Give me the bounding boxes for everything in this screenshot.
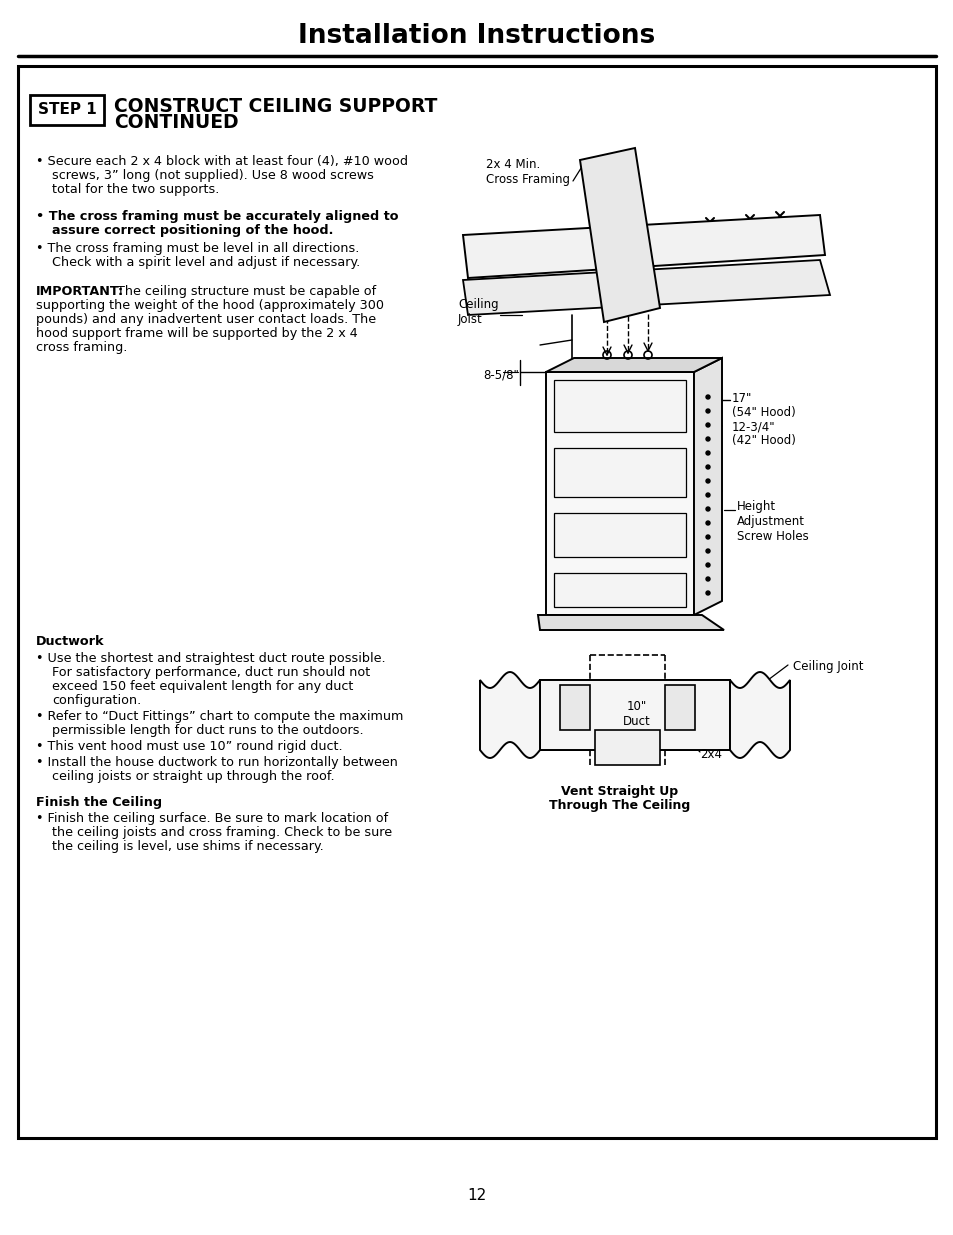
Text: hood support frame will be supported by the 2 x 4: hood support frame will be supported by …	[36, 327, 357, 340]
Text: 12-3/4": 12-3/4"	[731, 420, 775, 433]
Text: Height
Adjustment
Screw Holes: Height Adjustment Screw Holes	[737, 500, 808, 543]
Circle shape	[705, 395, 709, 399]
Text: Through The Ceiling: Through The Ceiling	[549, 799, 690, 811]
Circle shape	[705, 577, 709, 580]
Text: • The cross framing must be accurately aligned to: • The cross framing must be accurately a…	[36, 210, 398, 224]
Bar	[664, 685, 695, 730]
Text: • Install the house ductwork to run horizontally between: • Install the house ductwork to run hori…	[36, 756, 397, 769]
Text: 2x 4 Min.
Cross Framing: 2x 4 Min. Cross Framing	[485, 158, 569, 186]
Text: 8-5/8": 8-5/8"	[482, 368, 518, 382]
Text: • Use the shortest and straightest duct route possible.: • Use the shortest and straightest duct …	[36, 652, 385, 664]
Circle shape	[705, 493, 709, 496]
Text: Vent Straight Up: Vent Straight Up	[561, 785, 678, 798]
Text: • Refer to “Duct Fittings” chart to compute the maximum: • Refer to “Duct Fittings” chart to comp…	[36, 710, 403, 722]
Circle shape	[705, 424, 709, 427]
Text: screws, 3” long (not supplied). Use 8 wood screws: screws, 3” long (not supplied). Use 8 wo…	[52, 169, 374, 182]
Circle shape	[705, 409, 709, 412]
Circle shape	[705, 508, 709, 511]
Polygon shape	[545, 358, 721, 372]
Text: • Finish the ceiling surface. Be sure to mark location of: • Finish the ceiling surface. Be sure to…	[36, 811, 388, 825]
Text: Check with a spirit level and adjust if necessary.: Check with a spirit level and adjust if …	[52, 256, 360, 269]
Polygon shape	[693, 358, 721, 615]
Text: Finish the Ceiling: Finish the Ceiling	[36, 797, 162, 809]
Circle shape	[705, 437, 709, 441]
Bar	[554, 573, 685, 606]
Circle shape	[705, 451, 709, 454]
Polygon shape	[537, 615, 723, 630]
Polygon shape	[729, 672, 789, 758]
Text: • The cross framing must be level in all directions.: • The cross framing must be level in all…	[36, 242, 359, 254]
Text: STEP 1: STEP 1	[37, 103, 96, 117]
Circle shape	[705, 563, 709, 567]
Circle shape	[705, 479, 709, 483]
Text: 2x4: 2x4	[700, 748, 721, 761]
Bar	[30, 95, 104, 125]
Text: IMPORTANT:: IMPORTANT:	[36, 285, 124, 298]
Text: CONTINUED: CONTINUED	[113, 114, 238, 132]
Text: supporting the weight of the hood (approximately 300: supporting the weight of the hood (appro…	[36, 299, 384, 312]
Text: total for the two supports.: total for the two supports.	[52, 183, 219, 196]
Text: 17": 17"	[731, 391, 752, 405]
Text: exceed 150 feet equivalent length for any duct: exceed 150 feet equivalent length for an…	[52, 680, 353, 693]
Bar	[545, 372, 693, 615]
Text: the ceiling joists and cross framing. Check to be sure: the ceiling joists and cross framing. Ch…	[52, 826, 392, 839]
Circle shape	[705, 550, 709, 553]
Text: 12: 12	[467, 1188, 486, 1203]
Text: For satisfactory performance, duct run should not: For satisfactory performance, duct run s…	[52, 666, 370, 679]
Text: Ceiling
Joist: Ceiling Joist	[457, 298, 498, 326]
Circle shape	[705, 535, 709, 538]
Text: CONSTRUCT CEILING SUPPORT: CONSTRUCT CEILING SUPPORT	[113, 98, 436, 116]
Bar	[539, 680, 729, 750]
Bar	[554, 448, 685, 496]
Bar	[554, 380, 685, 432]
Bar	[595, 730, 659, 764]
Polygon shape	[579, 148, 659, 322]
Circle shape	[705, 521, 709, 525]
Bar	[18, 65, 935, 1137]
Polygon shape	[462, 215, 824, 278]
Text: configuration.: configuration.	[52, 694, 141, 706]
Text: (54" Hood): (54" Hood)	[731, 406, 795, 419]
Text: ceiling joists or straight up through the roof.: ceiling joists or straight up through th…	[52, 769, 335, 783]
Text: (42" Hood): (42" Hood)	[731, 433, 795, 447]
Text: the ceiling is level, use shims if necessary.: the ceiling is level, use shims if neces…	[52, 840, 323, 853]
Polygon shape	[479, 672, 539, 758]
Text: cross framing.: cross framing.	[36, 341, 128, 354]
Bar	[559, 685, 589, 730]
Text: assure correct positioning of the hood.: assure correct positioning of the hood.	[52, 224, 333, 237]
Polygon shape	[462, 261, 829, 315]
Circle shape	[705, 466, 709, 469]
Text: Ductwork: Ductwork	[36, 635, 105, 648]
Text: Ceiling Joint: Ceiling Joint	[792, 659, 862, 673]
Text: The ceiling structure must be capable of: The ceiling structure must be capable of	[109, 285, 375, 298]
Bar	[554, 513, 685, 557]
Text: • This vent hood must use 10” round rigid duct.: • This vent hood must use 10” round rigi…	[36, 740, 342, 753]
Text: pounds) and any inadvertent user contact loads. The: pounds) and any inadvertent user contact…	[36, 312, 375, 326]
Text: 10"
Duct: 10" Duct	[622, 700, 650, 727]
Circle shape	[705, 592, 709, 595]
Text: Installation Instructions: Installation Instructions	[298, 23, 655, 49]
Text: permissible length for duct runs to the outdoors.: permissible length for duct runs to the …	[52, 724, 363, 737]
Text: • Secure each 2 x 4 block with at least four (4), #10 wood: • Secure each 2 x 4 block with at least …	[36, 156, 408, 168]
